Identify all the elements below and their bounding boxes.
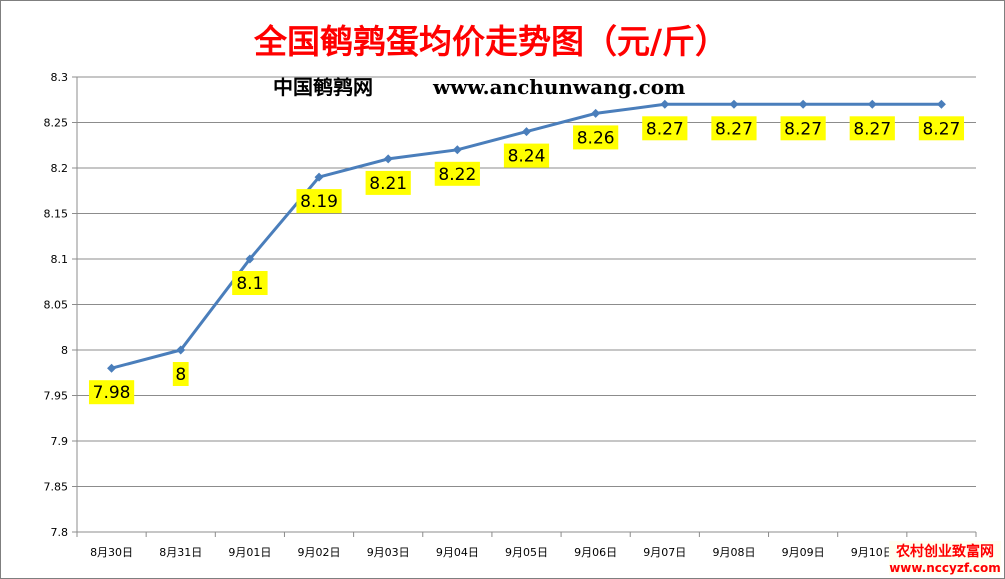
series-markers bbox=[107, 99, 946, 373]
data-label: 7.98 bbox=[93, 383, 131, 403]
gridlines bbox=[77, 76, 976, 533]
data-label: 8.27 bbox=[715, 119, 753, 139]
data-label-bg bbox=[711, 116, 757, 141]
data-label-bg bbox=[365, 170, 411, 195]
data-point bbox=[176, 345, 186, 355]
y-tick-label: 8 bbox=[61, 344, 68, 357]
data-label: 8.22 bbox=[438, 165, 476, 185]
data-label-bg bbox=[232, 271, 268, 295]
data-point bbox=[452, 145, 462, 155]
x-tick-label: 9月07日 bbox=[643, 546, 686, 559]
data-point bbox=[245, 254, 255, 264]
axes bbox=[76, 77, 976, 533]
data-point bbox=[867, 99, 877, 109]
data-label: 8.27 bbox=[922, 119, 960, 139]
data-point bbox=[314, 172, 324, 182]
x-tick-label: 8月30日 bbox=[90, 546, 133, 559]
y-tick-label: 8.2 bbox=[51, 162, 69, 175]
data-label: 8.27 bbox=[784, 119, 822, 139]
data-label-bg bbox=[849, 116, 895, 141]
x-tick-label: 9月04日 bbox=[436, 546, 479, 559]
data-point bbox=[591, 108, 601, 118]
y-tick-label: 7.8 bbox=[51, 526, 69, 539]
y-tick-label: 7.95 bbox=[44, 390, 69, 403]
data-label: 8 bbox=[175, 365, 186, 385]
data-label-bg bbox=[642, 116, 688, 141]
data-point bbox=[936, 99, 946, 109]
y-tick-label: 8.25 bbox=[44, 117, 69, 130]
y-tick-label: 8.15 bbox=[44, 208, 69, 221]
data-label: 8.19 bbox=[300, 192, 338, 212]
x-tick-label: 9月08日 bbox=[712, 546, 755, 559]
y-axis-ticks: 7.8 7.85 7.9 7.95 8 8.05 8.1 8.15 8.2 8.25 8.3 bbox=[44, 71, 77, 539]
watermark-bg bbox=[889, 541, 1001, 575]
data-label-bg bbox=[918, 116, 965, 141]
data-label: 8.27 bbox=[646, 119, 684, 139]
x-tick-label: 9月05日 bbox=[505, 546, 548, 559]
brand-url: www.anchunwang.com bbox=[432, 75, 685, 99]
y-tick-label: 8.3 bbox=[51, 71, 69, 84]
data-point bbox=[383, 154, 393, 164]
y-tick-label: 7.85 bbox=[44, 481, 69, 494]
x-tick-label: 9月06日 bbox=[574, 546, 617, 559]
watermark-line2: www.nccyzf.com bbox=[889, 561, 1001, 575]
data-label: 8.1 bbox=[236, 274, 263, 294]
y-tick-label: 8.1 bbox=[51, 253, 69, 266]
watermark-line1: 农村创业致富网 bbox=[895, 543, 994, 560]
data-point bbox=[798, 99, 808, 109]
x-tick-label: 9月09日 bbox=[782, 546, 825, 559]
data-label-bg bbox=[434, 161, 480, 186]
data-point bbox=[107, 363, 117, 373]
data-label-bg bbox=[172, 362, 189, 386]
x-axis-ticks: 8月30日 8月31日 9月01日 9月02日 9月03日 9月04日 9月05日 9月06日… bbox=[76, 532, 977, 559]
data-point bbox=[660, 99, 670, 109]
data-label: 8.24 bbox=[508, 147, 546, 167]
data-label: 8.26 bbox=[577, 128, 615, 148]
brand-name: 中国鹌鹑网 bbox=[273, 75, 373, 99]
data-labels: 7.98 8 8.1 8.19 8.21 8.22 8.24 8.26 8.27 8.27 8.27… bbox=[88, 116, 965, 405]
x-tick-label: 9月10日 bbox=[851, 546, 894, 559]
data-label-bg bbox=[88, 380, 135, 405]
x-tick-label: 8月31日 bbox=[159, 546, 202, 559]
x-tick-label: 9月03日 bbox=[367, 546, 410, 559]
data-label-bg bbox=[296, 189, 342, 214]
data-point bbox=[522, 127, 531, 137]
x-tick-label: 9月02日 bbox=[298, 546, 341, 559]
data-label: 8.21 bbox=[369, 174, 407, 194]
data-point bbox=[729, 99, 739, 109]
watermark: 农村创业致富网 www.nccyzf.com bbox=[889, 541, 1001, 575]
data-label-bg bbox=[503, 143, 550, 168]
data-label-bg bbox=[573, 125, 619, 150]
data-label: 8.27 bbox=[853, 119, 891, 139]
data-label-bg bbox=[780, 116, 826, 141]
y-tick-label: 7.9 bbox=[51, 435, 69, 448]
y-tick-label: 8.05 bbox=[44, 299, 69, 312]
x-tick-label: 9月01日 bbox=[228, 546, 271, 559]
chart-title: 全国鹌鹑蛋均价走势图（元/斤） bbox=[253, 22, 728, 61]
